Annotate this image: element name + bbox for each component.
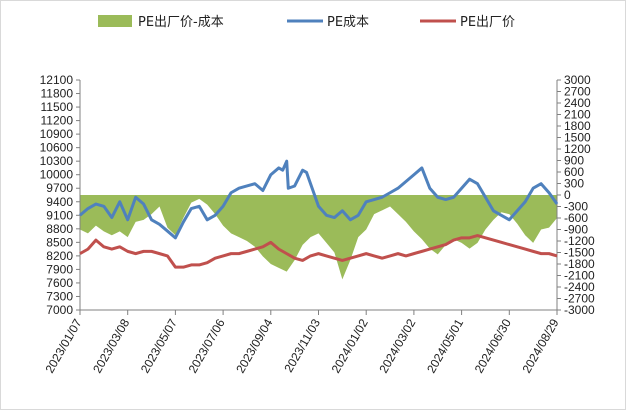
right-tick-label: 300 [564,177,584,191]
x-tick-label: 2024/03/02 [376,316,418,375]
x-tick-label: 2024/01/02 [329,316,371,375]
x-tick-label: 2024/08/29 [519,316,561,375]
right-tick-label: 2400 [564,96,591,110]
left-tick-label: 7600 [46,276,73,290]
left-tick-label: 8200 [46,249,73,263]
area-layer [80,195,557,280]
lines-layer [79,159,559,269]
right-tick-label: 600 [564,165,584,179]
right-tick-label: 3000 [564,73,591,87]
left-tick-label: 11800 [41,87,74,101]
x-tick-label: 2024/05/01 [424,316,466,375]
right-tick-label: -1500 [564,246,595,260]
legend-item-cost: PE成本 [287,15,369,30]
right-tick-label: -2400 [564,280,595,294]
series-area-pe-margin [80,195,557,280]
x-tick-label: 2023/09/04 [233,316,275,375]
right-tick-label: 2100 [564,108,591,122]
right-tick-label: 0 [564,188,571,202]
left-tick-label: 9100 [46,208,73,222]
legend-item-price: PE出厂价 [420,15,515,30]
series-line-pe-cost [79,159,559,240]
right-tick-label: -600 [564,211,588,225]
left-tick-label: 9400 [46,195,73,209]
x-tick-label: 2024/06/30 [472,316,514,375]
left-tick-label: 8800 [46,222,73,236]
right-tick-label: 1200 [564,142,591,156]
x-tick-label: 2023/03/08 [90,316,132,375]
left-tick-label: 10600 [40,141,74,155]
right-tick-label: -1800 [564,257,595,271]
right-tick-label: 900 [564,154,584,168]
right-tick-label: -2700 [564,292,595,306]
right-tick-label: -1200 [564,234,595,248]
right-tick-label: 1800 [564,119,591,133]
left-tick-label: 10300 [40,154,74,168]
right-tick-label: -900 [564,223,588,237]
left-tick-label: 11500 [41,100,74,114]
left-tick-label: 10900 [40,127,74,141]
legend-swatch [98,15,132,27]
right-tick-label: -300 [564,200,588,214]
legend-label: PE出厂价 [460,15,515,30]
right-tick-label: -2100 [564,269,595,283]
left-tick-label: 10000 [40,168,74,182]
left-tick-label: 7000 [46,303,73,317]
left-tick-label: 11200 [41,114,74,128]
legend-label: PE出厂价-成本 [138,15,224,30]
left-tick-label: 9700 [46,181,73,195]
x-tick-label: 2023/07/06 [186,316,228,375]
left-tick-label: 7900 [46,262,73,276]
series-line-pe-price [79,234,558,269]
right-tick-label: -3000 [564,303,595,317]
left-tick-label: 12100 [40,73,74,87]
right-tick-label: 2700 [564,85,591,99]
x-tick-label: 2023/11/03 [281,316,323,375]
left-tick-label: 8500 [46,235,73,249]
legend-label: PE成本 [327,15,369,30]
legend: PE出厂价-成本 PE成本 PE出厂价 [98,15,515,30]
left-tick-label: 7300 [46,289,73,303]
x-tick-label: 2023/01/07 [42,316,84,375]
legend-item-margin: PE出厂价-成本 [98,15,224,30]
right-tick-label: 1500 [564,131,591,145]
x-tick-label: 2023/05/07 [138,316,180,375]
